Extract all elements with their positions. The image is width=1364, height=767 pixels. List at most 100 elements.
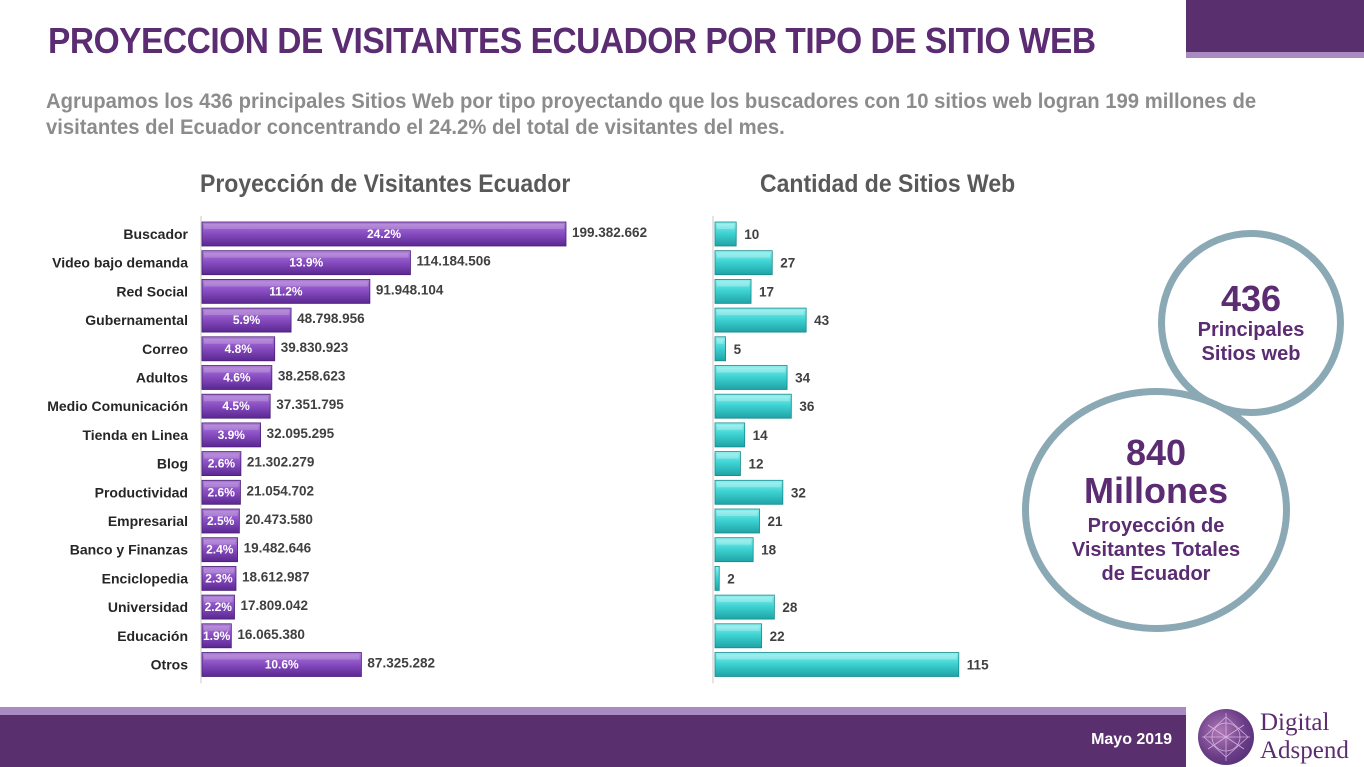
sites-bar bbox=[714, 652, 960, 677]
visitors-bar-highlight bbox=[204, 539, 236, 545]
visitors-bar bbox=[201, 422, 261, 448]
logo-text-line2: Adspend bbox=[1260, 737, 1349, 764]
visitors-percent-label: 2.4% bbox=[206, 543, 234, 557]
sites-bar-highlight bbox=[717, 281, 750, 287]
sites-bar-highlight bbox=[717, 482, 781, 488]
visitors-percent-label: 13.9% bbox=[289, 256, 323, 270]
page-title: PROYECCION DE VISITANTES ECUADOR POR TIP… bbox=[48, 20, 1096, 61]
category-label: Tienda en Linea bbox=[82, 427, 188, 443]
sites-bar-highlight bbox=[717, 654, 957, 660]
sites-value-label: 2 bbox=[727, 571, 735, 586]
sites-bar bbox=[714, 307, 807, 333]
total-sites-label-1: Principales bbox=[1197, 319, 1305, 341]
category-label: Universidad bbox=[108, 599, 188, 615]
sites-bar bbox=[714, 537, 754, 563]
sites-value-label: 32 bbox=[791, 485, 806, 500]
visitors-bar-highlight bbox=[204, 568, 234, 574]
visitors-percent-label: 2.5% bbox=[207, 514, 235, 528]
category-label: Medio Comunicación bbox=[47, 398, 188, 414]
sites-bar-highlight bbox=[717, 310, 805, 316]
visitors-value-label: 18.612.987 bbox=[242, 569, 310, 584]
sites-bar-highlight bbox=[717, 367, 786, 373]
visitors-percent-label: 1.9% bbox=[203, 629, 231, 643]
footer-bar: Mayo 2019 bbox=[0, 715, 1186, 767]
category-label: Otros bbox=[151, 657, 189, 673]
total-visitors-label-1: Proyección de bbox=[1087, 515, 1225, 537]
visitors-bar bbox=[201, 365, 273, 390]
visitors-bar-highlight bbox=[204, 252, 409, 258]
category-label: Gubernamental bbox=[85, 312, 188, 328]
sites-value-label: 17 bbox=[759, 284, 774, 299]
sites-bar-highlight bbox=[717, 453, 739, 459]
visitors-bar bbox=[201, 336, 276, 362]
footer-stripe bbox=[0, 707, 1186, 715]
sites-bar-highlight bbox=[717, 224, 735, 229]
visitors-percent-label: 4.6% bbox=[223, 371, 251, 385]
total-visitors-number: 840 bbox=[1125, 432, 1187, 473]
visitors-value-label: 39.830.923 bbox=[281, 340, 349, 355]
visitors-bar-highlight bbox=[204, 654, 360, 660]
visitors-percent-label: 24.2% bbox=[367, 227, 401, 241]
sites-bar bbox=[714, 221, 737, 247]
visitors-value-label: 38.258.623 bbox=[278, 369, 346, 384]
sites-bar bbox=[714, 422, 746, 448]
visitors-bar bbox=[201, 652, 362, 677]
visitors-percent-label: 4.8% bbox=[225, 342, 253, 356]
visitors-value-label: 32.095.295 bbox=[267, 426, 335, 441]
corner-decoration bbox=[1186, 0, 1364, 58]
visitors-value-label: 20.473.580 bbox=[245, 512, 313, 527]
sites-value-label: 18 bbox=[761, 543, 777, 558]
sites-bar-highlight bbox=[717, 396, 790, 402]
visitors-percent-label: 2.2% bbox=[205, 600, 233, 614]
visitors-bar bbox=[201, 307, 292, 333]
visitors-bar-highlight bbox=[204, 453, 239, 459]
total-visitors-circle: 840 Millones Proyección de Visitantes To… bbox=[1022, 388, 1290, 632]
total-sites-number: 436 bbox=[1220, 278, 1282, 319]
category-label: Video bajo demanda bbox=[52, 255, 188, 271]
visitors-value-label: 19.482.646 bbox=[244, 541, 312, 556]
sites-bar-highlight bbox=[717, 539, 752, 545]
visitors-chart-title: Proyección de Visitantes Ecuador bbox=[200, 170, 571, 198]
sites-value-label: 36 bbox=[799, 399, 815, 414]
visitors-value-label: 48.798.956 bbox=[297, 311, 365, 326]
footer-date: Mayo 2019 bbox=[1091, 731, 1172, 748]
sites-value-label: 21 bbox=[768, 514, 784, 529]
category-label: Correo bbox=[142, 341, 188, 357]
visitors-bar-highlight bbox=[204, 310, 290, 316]
visitors-bar-highlight bbox=[204, 511, 238, 516]
sites-bar bbox=[714, 479, 784, 505]
visitors-percent-label: 3.9% bbox=[218, 428, 246, 442]
visitors-value-label: 114.184.506 bbox=[416, 254, 491, 269]
visitors-value-label: 21.302.279 bbox=[247, 455, 315, 470]
visitors-bar bbox=[201, 537, 238, 563]
visitors-percent-label: 4.5% bbox=[222, 399, 250, 413]
total-sites-label-2: Sitios web bbox=[1201, 343, 1301, 365]
category-label: Buscador bbox=[123, 226, 188, 242]
visitors-bar-highlight bbox=[204, 625, 230, 631]
visitors-percent-label: 10.6% bbox=[265, 658, 299, 672]
visitors-bar-highlight bbox=[204, 367, 270, 373]
visitors-bar-highlight bbox=[204, 224, 564, 229]
visitors-value-label: 91.948.104 bbox=[376, 282, 444, 297]
visitors-value-label: 16.065.380 bbox=[237, 627, 305, 642]
visitors-bar-highlight bbox=[204, 482, 239, 488]
visitors-bar-highlight bbox=[204, 338, 273, 344]
visitors-value-label: 87.325.282 bbox=[367, 656, 435, 671]
sites-bar-highlight bbox=[717, 338, 724, 344]
sites-value-label: 12 bbox=[748, 457, 763, 472]
visitors-bar-highlight bbox=[204, 281, 368, 287]
sites-bar-highlight bbox=[717, 424, 743, 430]
category-label: Blog bbox=[157, 456, 188, 472]
sites-bar bbox=[714, 566, 720, 591]
sites-value-label: 34 bbox=[795, 371, 811, 386]
sites-bar bbox=[714, 336, 727, 362]
visitors-bar-highlight bbox=[204, 396, 269, 402]
category-label: Empresarial bbox=[108, 513, 188, 529]
visitors-value-label: 199.382.662 bbox=[572, 225, 647, 240]
visitors-bar bbox=[201, 566, 237, 591]
category-label: Productividad bbox=[95, 484, 188, 500]
visitors-percent-label: 2.6% bbox=[208, 485, 236, 499]
visitors-bar bbox=[201, 250, 411, 276]
sites-bar-highlight bbox=[717, 252, 771, 258]
